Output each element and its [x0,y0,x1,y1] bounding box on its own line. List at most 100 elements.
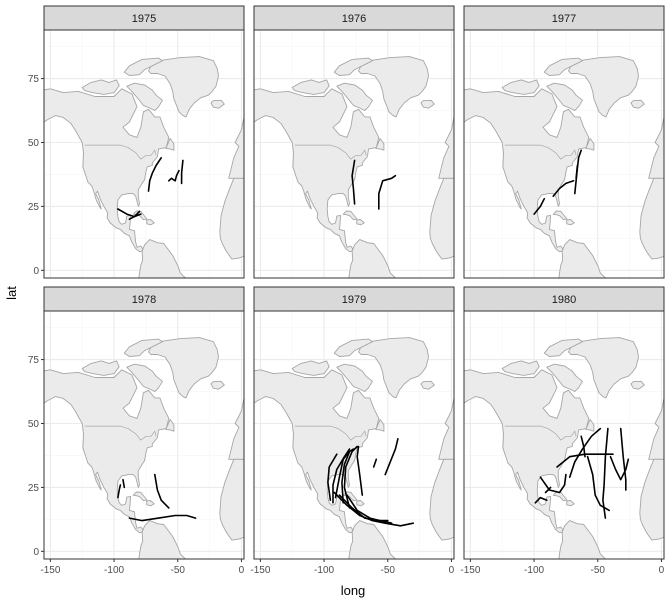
europe-edge-landmass [438,116,454,179]
storm-track-1978-1 [117,484,122,499]
y-tick-label: 75 [28,355,40,366]
newfoundland-landmass [375,418,385,432]
ellesmere-island-landmass [543,338,583,357]
cuba-landmass [552,210,568,221]
y-tick-label: 0 [33,547,39,558]
y-tick-label: 25 [28,483,40,494]
africa-landmass [639,458,664,541]
facet-strip-label-1979: 1979 [342,294,366,306]
y-tick-label: 25 [28,202,40,213]
storm-track-1979-5 [343,445,358,509]
storm-track-1979-2 [332,448,351,504]
newfoundland-landmass [375,137,385,151]
ellesmere-island-landmass [543,57,583,76]
facet-strip-label-1977: 1977 [552,13,576,25]
south-america-landmass [138,520,187,559]
south-america-landmass [138,239,187,278]
greenland-landmass [358,337,429,399]
hispaniola-landmass [566,500,575,507]
panel-plot-area-1977 [464,30,664,278]
x-tick-label: -100 [314,565,334,576]
south-america-landmass [558,239,607,278]
y-tick-label: 0 [33,266,39,277]
north-america-landmass [44,369,170,534]
south-america-landmass [348,239,397,278]
panel-border-1975 [43,29,245,279]
storm-track-1979-4 [341,448,355,504]
europe-edge-landmass [228,116,244,179]
north-america-landmass [44,88,170,253]
us-canada-border [504,144,577,160]
iceland-landmass [420,99,435,109]
storm-track-1975-4 [117,208,142,218]
facet-strip-label-1976: 1976 [342,13,366,25]
baffin-island-landmass [546,363,583,392]
us-canada-border [504,425,577,441]
south-america-landmass [348,520,397,559]
storm-track-1975-2 [168,169,180,182]
ellesmere-island-landmass [333,57,373,76]
europe-edge-landmass [648,397,664,460]
us-canada-border [84,425,157,441]
storm-track-1975-5 [128,210,141,220]
storm-track-1979-6 [356,445,364,496]
x-tick-label: -50 [171,565,186,576]
baffin-island-landmass [546,82,583,111]
hispaniola-landmass [566,219,575,226]
south-america-landmass [558,520,607,559]
storm-track-1975-1 [147,157,162,192]
hispaniola-landmass [146,500,155,507]
baffin-island-landmass [126,82,163,111]
cuba-landmass [342,210,358,221]
iceland-landmass [630,99,645,109]
europe-edge-landmass [228,397,244,460]
north-america-landmass [254,88,380,253]
hispaniola-landmass [146,219,155,226]
greenland-landmass [148,337,219,399]
x-tick-label: 0 [659,565,665,576]
hispaniola-landmass [356,500,365,507]
baffin-island-landmass [126,363,163,392]
storm-track-1978-2 [122,478,126,489]
greenland-landmass [568,56,639,118]
storm-track-1980-1 [539,473,567,494]
panel-plot-area-1975 [44,30,244,278]
north-america-landmass [464,369,590,534]
panel-border-1977 [463,29,665,279]
y-tick-label: 50 [28,419,40,430]
africa-landmass [429,458,454,541]
storm-track-1979-7 [333,491,414,527]
ellesmere-island-landmass [123,338,163,357]
storm-track-1979-3 [334,450,351,499]
cuba-landmass [132,491,148,502]
panel-plot-area-1980 [464,311,664,559]
europe-edge-landmass [438,397,454,460]
ellesmere-island-landmass [123,57,163,76]
storm-track-1979-10 [384,438,399,476]
facet-strip-label-1978: 1978 [132,294,156,306]
storm-track-1976-1 [351,159,356,205]
africa-landmass [429,177,454,260]
facet-panel-1978: 1978 0 25 50 75 -150 -100 -50 0 [28,286,245,576]
storm-track-1976-2 [378,174,397,210]
iceland-landmass [420,380,435,390]
newfoundland-landmass [165,137,175,151]
x-tick-label: -150 [250,565,270,576]
panel-plot-area-1976 [254,30,454,278]
facet-panel-1979: 1979 -150 -100 -50 0 [250,286,455,576]
storm-track-1980-6 [602,427,609,519]
us-canada-border [294,144,367,160]
panel-border-1980 [463,310,665,560]
baffin-island-landmass [336,363,373,392]
panel-plot-area-1978 [44,311,244,559]
storm-track-1980-8 [619,427,627,491]
y-axis-title: lat [4,286,19,300]
north-america-landmass [464,88,590,253]
storm-track-1977-4 [575,164,579,180]
facet-strip-label-1980: 1980 [552,294,576,306]
storm-track-1979-1 [327,453,338,501]
greenland-landmass [148,56,219,118]
x-tick-label: -150 [460,565,480,576]
storm-track-1980-2 [534,496,548,504]
